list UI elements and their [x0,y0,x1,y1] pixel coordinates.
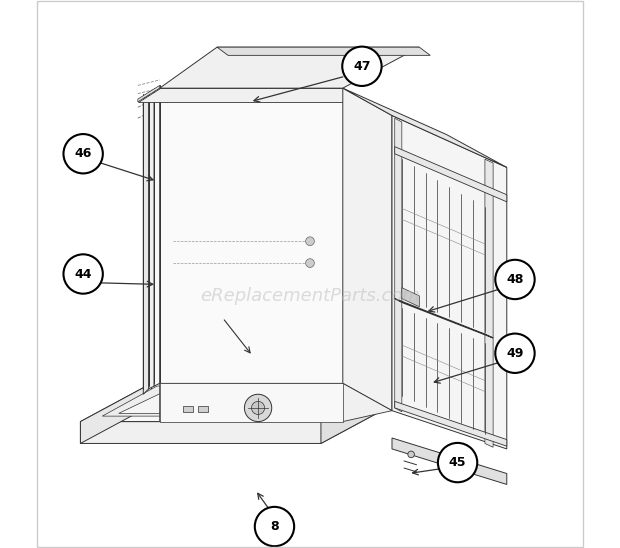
Circle shape [63,134,103,173]
Polygon shape [217,47,430,55]
Bar [198,406,208,412]
Circle shape [63,254,103,294]
Polygon shape [81,383,392,443]
Bar [183,406,193,412]
Text: 8: 8 [270,520,279,533]
Polygon shape [160,88,343,99]
Text: 49: 49 [507,347,524,359]
Polygon shape [81,383,392,421]
Circle shape [408,451,414,458]
Circle shape [255,507,294,546]
Circle shape [438,443,477,482]
Polygon shape [149,91,154,389]
Polygon shape [154,88,160,386]
Polygon shape [395,118,402,412]
Polygon shape [395,147,507,202]
Text: 44: 44 [74,267,92,281]
Polygon shape [485,159,493,447]
Circle shape [252,401,265,414]
Polygon shape [102,386,376,416]
Polygon shape [118,390,359,413]
Polygon shape [343,88,392,410]
Text: 46: 46 [74,147,92,160]
Polygon shape [160,383,392,421]
Text: 48: 48 [507,273,524,286]
Text: 47: 47 [353,60,371,73]
Circle shape [342,47,381,86]
Polygon shape [160,88,343,383]
Polygon shape [392,116,507,449]
Polygon shape [160,383,343,421]
Circle shape [306,237,314,246]
Polygon shape [395,299,493,338]
Polygon shape [138,88,343,102]
Circle shape [244,394,272,421]
Polygon shape [321,383,392,443]
Circle shape [495,334,534,373]
Polygon shape [143,94,149,394]
Text: 45: 45 [449,456,466,469]
Polygon shape [81,383,151,443]
Text: eReplacementParts.com: eReplacementParts.com [200,287,420,305]
Polygon shape [402,288,419,307]
Polygon shape [392,438,507,484]
Polygon shape [395,401,507,446]
Circle shape [306,259,314,267]
Polygon shape [138,85,160,102]
Polygon shape [160,47,419,88]
Circle shape [495,260,534,299]
Polygon shape [343,88,507,167]
